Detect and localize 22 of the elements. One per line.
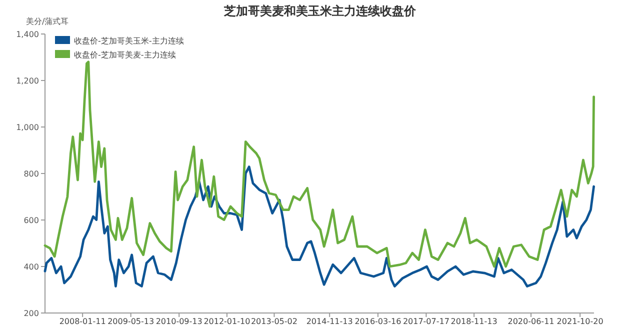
x-tick-label: 2021-10-20 xyxy=(556,317,604,326)
y-axis-title: 美分/蒲式耳 xyxy=(26,17,69,26)
x-tick-label: 2008-01-11 xyxy=(59,317,106,326)
y-tick-label: 600 xyxy=(24,216,39,225)
x-tick-label: 2020-06-11 xyxy=(508,317,554,326)
y-tick-label: 1,400 xyxy=(16,30,39,39)
x-tick-label: 2009-05-13 xyxy=(108,317,154,326)
chart-title: 芝加哥美麦和美玉米主力连续收盘价 xyxy=(223,4,417,18)
x-tick-label: 2016-03-16 xyxy=(354,317,402,326)
x-tick-label: 2018-11-13 xyxy=(450,317,498,326)
legend-label: 收盘价-芝加哥美玉米-主力连续 xyxy=(74,36,184,46)
x-tick-label: 2012-01-10 xyxy=(204,317,250,326)
y-tick-label: 1,000 xyxy=(16,123,39,132)
y-tick-label: 800 xyxy=(24,170,39,178)
x-tick-label: 2017-07-17 xyxy=(402,317,450,326)
y-tick-label: 1,200 xyxy=(16,76,39,86)
x-tick-label: 2013-05-02 xyxy=(250,317,298,326)
y-tick-label: 200 xyxy=(24,309,39,318)
x-tick-label: 2014-11-13 xyxy=(306,317,353,326)
y-tick-label: 400 xyxy=(24,262,39,272)
legend-label: 收盘价-芝加哥美麦-主力连续 xyxy=(74,50,176,60)
x-tick-label: 2010-09-13 xyxy=(156,317,202,326)
